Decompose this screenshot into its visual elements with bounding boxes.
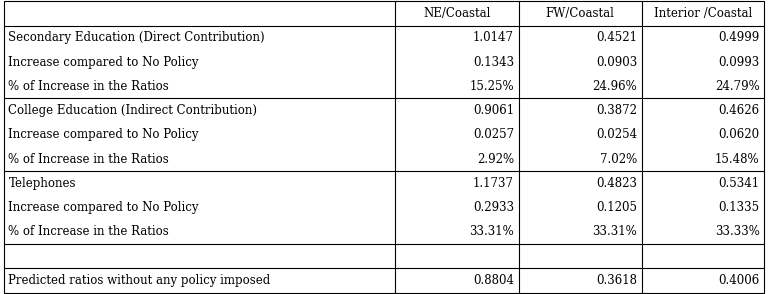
Text: 0.9061: 0.9061 <box>473 104 514 117</box>
Text: 0.3618: 0.3618 <box>596 274 637 287</box>
Text: 0.4823: 0.4823 <box>596 177 637 190</box>
Text: Increase compared to No Policy: Increase compared to No Policy <box>8 56 199 69</box>
Text: 0.1205: 0.1205 <box>596 201 637 214</box>
Text: Interior /Coastal: Interior /Coastal <box>654 7 752 20</box>
Text: 0.4006: 0.4006 <box>718 274 760 287</box>
Text: Increase compared to No Policy: Increase compared to No Policy <box>8 128 199 141</box>
Text: 0.0903: 0.0903 <box>596 56 637 69</box>
Text: % of Increase in the Ratios: % of Increase in the Ratios <box>8 153 169 166</box>
Text: 0.4999: 0.4999 <box>718 31 760 44</box>
Text: 0.4626: 0.4626 <box>718 104 760 117</box>
Text: Secondary Education (Direct Contribution): Secondary Education (Direct Contribution… <box>8 31 265 44</box>
Text: 0.8804: 0.8804 <box>473 274 514 287</box>
Text: College Education (Indirect Contribution): College Education (Indirect Contribution… <box>8 104 257 117</box>
Text: 33.31%: 33.31% <box>469 225 514 238</box>
Text: FW/Coastal: FW/Coastal <box>546 7 614 20</box>
Text: 0.0257: 0.0257 <box>473 128 514 141</box>
Text: 0.3872: 0.3872 <box>596 104 637 117</box>
Text: 0.2933: 0.2933 <box>473 201 514 214</box>
Text: 33.33%: 33.33% <box>715 225 760 238</box>
Text: 1.1737: 1.1737 <box>473 177 514 190</box>
Text: 24.96%: 24.96% <box>592 80 637 93</box>
Text: 1.0147: 1.0147 <box>473 31 514 44</box>
Text: Predicted ratios without any policy imposed: Predicted ratios without any policy impo… <box>8 274 270 287</box>
Text: 0.4521: 0.4521 <box>596 31 637 44</box>
Text: 33.31%: 33.31% <box>592 225 637 238</box>
Text: % of Increase in the Ratios: % of Increase in the Ratios <box>8 225 169 238</box>
Text: Telephones: Telephones <box>8 177 76 190</box>
Text: 15.25%: 15.25% <box>469 80 514 93</box>
Text: 15.48%: 15.48% <box>715 153 760 166</box>
Text: Increase compared to No Policy: Increase compared to No Policy <box>8 201 199 214</box>
Text: 0.0620: 0.0620 <box>718 128 760 141</box>
Text: % of Increase in the Ratios: % of Increase in the Ratios <box>8 80 169 93</box>
Text: 0.0993: 0.0993 <box>718 56 760 69</box>
Text: 0.0254: 0.0254 <box>596 128 637 141</box>
Text: 7.02%: 7.02% <box>600 153 637 166</box>
Text: 24.79%: 24.79% <box>715 80 760 93</box>
Text: 0.5341: 0.5341 <box>718 177 760 190</box>
Text: 0.1343: 0.1343 <box>473 56 514 69</box>
Text: 0.1335: 0.1335 <box>718 201 760 214</box>
Text: 2.92%: 2.92% <box>477 153 514 166</box>
Text: NE/Coastal: NE/Coastal <box>423 7 491 20</box>
